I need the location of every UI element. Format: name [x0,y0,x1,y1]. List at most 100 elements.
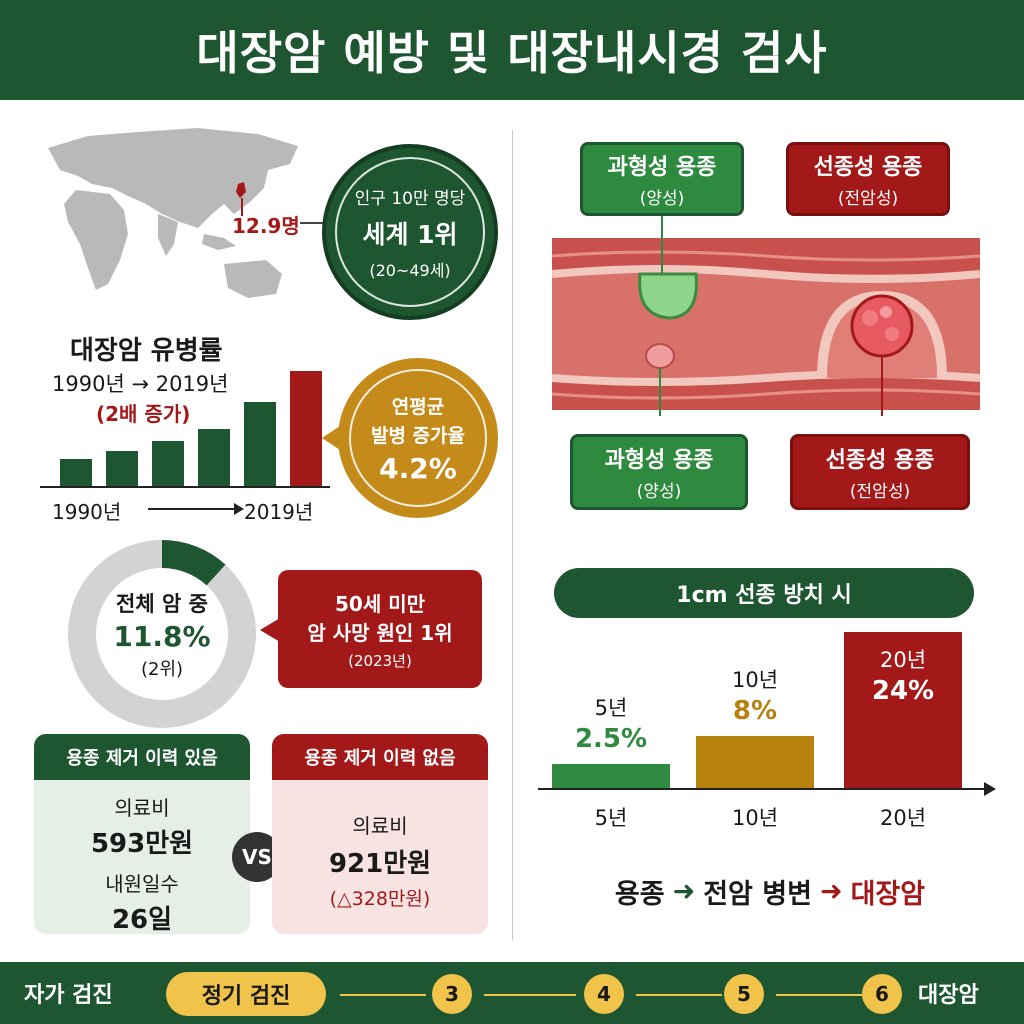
cancer-share-donut [68,540,256,728]
footer-step-6: 6 [862,974,902,1014]
page-title: 대장암 예방 및 대장내시경 검사 [196,26,828,80]
world-rank-line2: 세계 1위 [362,219,458,249]
hyperplastic-tag-bottom: 과형성 용종 (양성) [570,434,748,510]
chart-value-label: 10년 8% [696,664,814,726]
growth-rate-line2: 발병 증가율 [370,424,465,447]
footer-line [636,994,722,996]
prevalence-axis-end: 2019년 [244,500,314,524]
adenoma-top-sub: (전암성) [837,189,899,209]
chart-value-label: 20년 24% [844,644,962,706]
chart-bar-category: 10년 [731,668,779,692]
callout-line1: 50세 미만 [335,591,425,616]
progression-flow: 용종 ➜ 전암 병변 ➜ 대장암 [540,866,1000,916]
card-with-history-header: 용종 제거 이력 있음 [34,734,250,780]
without-cost-value: 921만원 [328,849,432,879]
footer-step-3: 3 [432,974,472,1014]
with-days-value: 26일 [111,905,173,934]
world-stat-value: 12.9명 [232,214,300,238]
with-cost-label: 의료비 [114,796,170,820]
footer-step-4: 4 [584,974,624,1014]
chart-bar [844,632,962,788]
adenoma-tag-bottom: 선종성 용종 (전암성) [790,434,970,510]
prevalence-bar [198,429,230,486]
prevalence-axis-start: 1990년 [52,500,122,524]
prevalence-title: 대장암 유병률 [70,336,223,366]
hyperplastic-bottom-sub: (양성) [636,482,682,502]
hyperplastic-top-title: 과형성 용종 [607,155,717,180]
with-days-label: 내원일수 [105,872,179,896]
donut-rank: (2위) [140,659,184,680]
chart-bar-percent: 2.5% [574,724,648,754]
chart-bar-category: 20년 [879,648,927,672]
without-cost-label: 의료비 [352,814,408,838]
callout-line3: (2023년) [348,651,412,670]
gold-pointer-icon [322,426,340,450]
chart-tick-label: 10년 [731,806,779,830]
callout-line2: 암 사망 원인 1위 [307,620,453,645]
card-without-history: 용종 제거 이력 없음 의료비 921만원 (△328만원) [272,734,488,934]
footer-line [484,994,576,996]
card-with-history: 용종 제거 이력 있음 의료비 593만원 내원일수 26일 [34,734,250,934]
chart-bar-percent: 8% [732,696,778,726]
stat-connector [300,222,324,224]
chart-tick-label: 5년 [594,806,628,830]
world-rank-line3: (20~49세) [369,260,451,280]
prevalence-bar-chart [58,362,328,486]
world-rank-badge: 인구 10만 명당 세계 1위 (20~49세) [322,144,498,320]
flow-step-precancer: 전암 병변 [703,878,812,910]
footer-line [776,994,862,996]
chart-x-axis [538,788,986,790]
hyperplastic-bottom-title: 과형성 용종 [604,448,714,473]
prevalence-bar [244,402,276,486]
without-cost-diff: (△328만원) [329,888,431,910]
adenoma-tag-top: 선종성 용종 (전암성) [786,142,950,216]
prevalence-bar [60,459,92,486]
prevalence-bar [106,451,138,486]
card-without-history-header: 용종 제거 이력 없음 [272,734,488,780]
donut-line1: 전체 암 중 [116,592,208,616]
footer-line [340,994,426,996]
adenoma-bottom-title: 선종성 용종 [825,448,935,473]
prevalence-axis [40,486,330,488]
prevalence-bar [152,441,184,486]
footer-regular-check: 정기 검진 [166,972,326,1016]
footer-self-check: 자가 검진 [24,983,113,1008]
growth-rate-line1: 연평균 [391,395,445,418]
callout-pointer-icon [260,618,280,642]
flow-step-cancer: 대장암 [850,878,926,910]
death-cause-callout: 50세 미만 암 사망 원인 1위 (2023년) [278,570,482,688]
footer-cancer: 대장암 [918,983,979,1008]
flow-step-polyp: 용종 [614,878,665,910]
prevalence-period: 1990년 → 2019년 [52,372,229,396]
timeline-arrow-icon [148,508,236,510]
chart-axis-arrowhead-icon [984,782,996,796]
adenoma-top-title: 선종성 용종 [813,155,923,180]
donut-value: 11.8% [113,620,211,653]
prevalence-increase: (2배 증가) [96,402,191,426]
chart-bar [552,764,670,788]
colon-cross-section-icon [552,216,980,416]
chart-value-label: 5년 2.5% [552,692,670,754]
chart-tick-label: 20년 [879,806,927,830]
column-divider [512,130,513,940]
growth-rate-value: 4.2% [379,451,457,485]
donut-label: 전체 암 중 11.8% (2위) [64,588,260,681]
flow-arrow-icon: ➜ [819,875,843,907]
chart-title: 1cm 선종 방치 시 [554,568,974,618]
flow-arrow-icon: ➜ [672,875,696,907]
world-rank-line1: 인구 10만 명당 [354,188,466,209]
page-header: 대장암 예방 및 대장내시경 검사 [0,0,1024,100]
adenoma-bottom-sub: (전암성) [849,482,911,502]
world-map-icon [48,128,298,298]
chart-bar [696,736,814,788]
hyperplastic-top-sub: (양성) [639,189,685,209]
chart-bar-category: 5년 [594,696,628,720]
donut-slice [161,540,226,586]
progression-chart: 5년 2.5% 5년 10년 8% 10년 20년 24% 20년 [540,632,996,842]
footer-step-5: 5 [724,974,764,1014]
timeline-arrowhead-icon [234,503,244,515]
with-cost-value: 593만원 [90,829,194,859]
prevalence-bar [290,371,322,486]
chart-bar-percent: 24% [871,676,935,706]
hyperplastic-tag-top: 과형성 용종 (양성) [580,142,744,216]
